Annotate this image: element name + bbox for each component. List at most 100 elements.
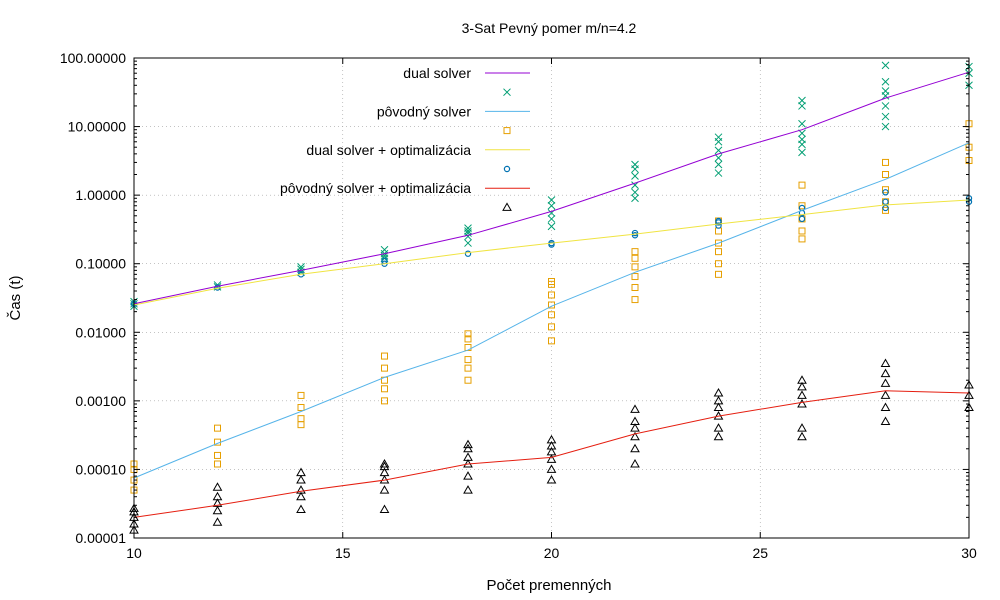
- cross-stroke: [297, 265, 305, 274]
- cross-stroke: [547, 201, 556, 210]
- square-point: [464, 330, 472, 338]
- triangle-point: [630, 443, 640, 453]
- series-cross: [130, 61, 973, 311]
- triangle-point: [212, 491, 223, 501]
- square-point: [798, 181, 806, 189]
- series-triangle: [129, 358, 974, 534]
- square-point: [548, 278, 555, 286]
- square-point: [381, 364, 388, 372]
- triangle-point: [546, 434, 557, 444]
- cross-stroke: [464, 227, 472, 235]
- legend-label: pôvodný solver: [377, 103, 472, 119]
- cross-stroke: [714, 153, 723, 162]
- square-point: [882, 206, 889, 214]
- series-line: [133, 199, 970, 306]
- legend-square-swatch: [503, 127, 511, 135]
- cross-stroke: [798, 119, 806, 128]
- square-point: [381, 385, 388, 393]
- cross-point: [464, 227, 472, 235]
- cross-point: [547, 196, 556, 204]
- square-point: [798, 235, 806, 243]
- cross-point: [714, 160, 723, 169]
- triangle-point: [797, 423, 807, 432]
- square-point: [464, 335, 472, 343]
- triangle-point: [296, 475, 306, 484]
- triangle-point: [463, 485, 473, 494]
- x-tick-label: 20: [544, 545, 560, 561]
- triangle-point: [880, 416, 891, 425]
- square-point: [464, 356, 472, 364]
- legend-cross-swatch: [503, 88, 511, 97]
- square-point: [297, 404, 305, 412]
- square-point: [297, 421, 305, 429]
- square-point: [882, 171, 889, 179]
- x-tick-label: 10: [126, 545, 142, 561]
- circle-point: [882, 189, 889, 196]
- triangle-point: [880, 390, 891, 399]
- cross-stroke: [631, 172, 639, 180]
- square-point: [548, 337, 555, 345]
- square-point: [882, 158, 889, 166]
- cross-stroke: [881, 112, 890, 121]
- cross-point: [798, 102, 806, 110]
- cross-point: [714, 133, 723, 142]
- cross-point: [464, 232, 472, 241]
- cross-stroke: [464, 224, 472, 233]
- legend-circle-swatch: [503, 165, 511, 173]
- y-tick-label: 10.00000: [68, 119, 127, 135]
- cross-point: [547, 222, 556, 231]
- legend-triangle-swatch: [502, 202, 512, 211]
- cross-point: [881, 112, 890, 121]
- plot-series: [129, 61, 974, 534]
- circle-point: [798, 215, 806, 223]
- cross-stroke: [547, 215, 556, 223]
- circle-point: [464, 250, 472, 257]
- cross-point: [297, 262, 305, 271]
- series-circle: [130, 189, 973, 308]
- y-tick-label: 0.00010: [75, 461, 126, 477]
- series-line: [133, 390, 970, 518]
- square-point: [715, 270, 722, 278]
- legend-label: dual solver + optimalizácia: [306, 142, 471, 158]
- triangle-point: [296, 504, 306, 514]
- cross-stroke: [714, 133, 723, 142]
- y-tick-label: 100.00000: [60, 50, 126, 66]
- triangle-point: [296, 491, 306, 501]
- square-point: [798, 202, 806, 210]
- square-point: [381, 397, 388, 405]
- cross-point: [631, 194, 639, 203]
- cross-stroke: [547, 222, 556, 231]
- cross-stroke: [798, 129, 806, 138]
- triangle-point: [463, 443, 473, 453]
- cross-stroke: [881, 122, 890, 131]
- axis-ticks: 10 15 20 25 30 0.00001 0.00010 0.00100 0.01000 0.…: [60, 50, 977, 561]
- cross-point: [714, 146, 723, 155]
- cross-point: [881, 87, 890, 95]
- cross-stroke: [547, 196, 556, 204]
- cross-stroke: [297, 262, 305, 271]
- square-point: [214, 451, 221, 459]
- square-point: [548, 323, 555, 331]
- square-point: [631, 254, 639, 262]
- triangle-point: [379, 485, 390, 494]
- x-tick-label: 30: [961, 545, 977, 561]
- x-axis-label: Počet premenných: [486, 577, 611, 594]
- triangle-point: [713, 402, 724, 412]
- triangle-point: [546, 454, 557, 463]
- chart-title: 3-Sat Pevný pomer m/n=4.2: [462, 20, 637, 36]
- square-point: [631, 273, 639, 281]
- triangle-point: [546, 464, 557, 473]
- square-point: [631, 283, 639, 291]
- triangle-point: [880, 358, 891, 368]
- square-point: [381, 352, 388, 360]
- square-point: [464, 364, 472, 372]
- cross-stroke: [464, 232, 472, 241]
- cross-stroke: [631, 188, 639, 197]
- square-point: [548, 291, 555, 299]
- cross-point: [881, 77, 890, 86]
- triangle-point: [630, 404, 640, 413]
- triangle-point: [212, 505, 223, 515]
- triangle-point: [379, 467, 390, 477]
- x-tick-label: 25: [752, 545, 768, 561]
- triangle-point: [296, 467, 306, 477]
